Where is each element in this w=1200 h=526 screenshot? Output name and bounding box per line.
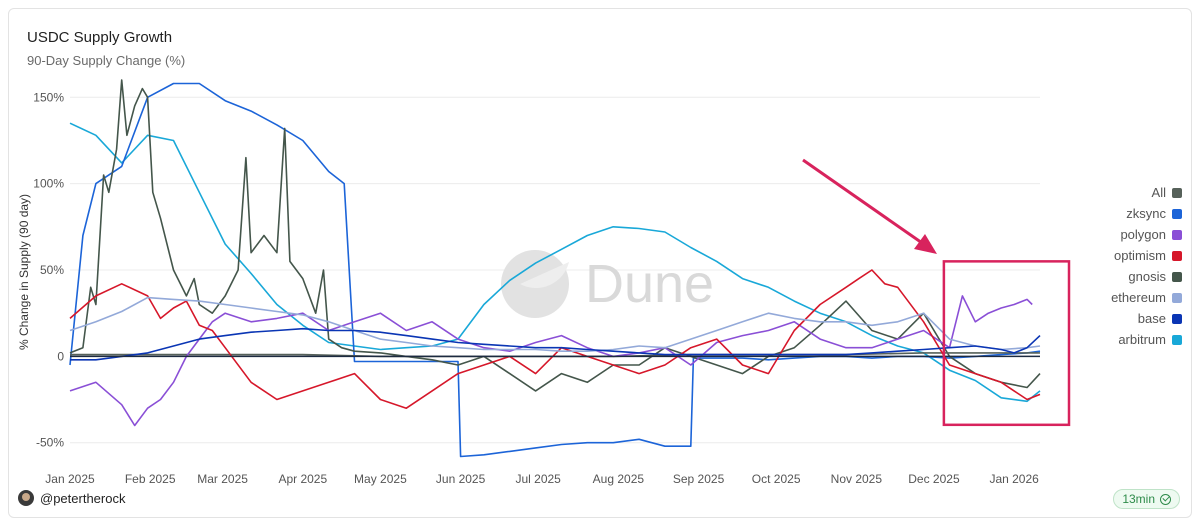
- legend-label: gnosis: [1128, 269, 1166, 284]
- legend-swatch: [1172, 229, 1182, 240]
- x-tick-label: Jan 2025: [45, 472, 95, 486]
- series-line-polygon: [69, 295, 1033, 427]
- legend-label: All: [1151, 185, 1166, 200]
- series-line-gnosis: [69, 79, 1041, 392]
- legend: All zksync polygon optimism gnosis ethereum ba…: [1111, 182, 1182, 350]
- axis-layer: 150% 100% 50% 0 -50% Jan 2025 Feb 2025 Mar 2025…: [33, 90, 1040, 486]
- legend-label: optimism: [1113, 248, 1166, 263]
- legend-swatch: [1172, 313, 1182, 324]
- legend-swatch: [1172, 292, 1182, 303]
- legend-item-gnosis[interactable]: gnosis: [1111, 266, 1182, 287]
- legend-swatch: [1172, 208, 1182, 219]
- series-line-ethereum: [69, 296, 1041, 353]
- legend-label: ethereum: [1111, 290, 1166, 305]
- x-tick-label: Aug 2025: [593, 472, 645, 486]
- series-layer: [69, 79, 1041, 458]
- avatar: [18, 490, 34, 506]
- legend-item-arbitrum[interactable]: arbitrum: [1111, 329, 1182, 350]
- refresh-time: 13min: [1122, 492, 1155, 506]
- x-tick-label: Dec 2025: [908, 472, 960, 486]
- x-tick-label: May 2025: [354, 472, 407, 486]
- watermark-text: Dune: [585, 254, 714, 314]
- chart-card: USDC Supply Growth 90-Day Supply Change …: [8, 8, 1192, 518]
- legend-swatch: [1172, 271, 1182, 282]
- legend-swatch: [1172, 187, 1182, 198]
- legend-item-base[interactable]: base: [1111, 308, 1182, 329]
- x-tick-label: Mar 2025: [197, 472, 248, 486]
- series-line-base: [70, 327, 1041, 361]
- legend-swatch: [1172, 250, 1182, 261]
- y-tick-label: 100%: [33, 177, 64, 191]
- author[interactable]: @petertherock: [18, 490, 125, 506]
- legend-item-polygon[interactable]: polygon: [1111, 224, 1182, 245]
- y-tick-label: 0: [57, 349, 64, 363]
- x-tick-label: Sep 2025: [673, 472, 725, 486]
- y-tick-label: 50%: [40, 263, 64, 277]
- legend-label: base: [1137, 311, 1166, 326]
- x-tick-label: Oct 2025: [752, 472, 801, 486]
- refresh-badge[interactable]: 13min: [1113, 489, 1180, 509]
- x-tick-label: Feb 2025: [125, 472, 176, 486]
- legend-item-ethereum[interactable]: ethereum: [1111, 287, 1182, 308]
- y-tick-label: 150%: [33, 90, 64, 104]
- x-tick-label: Apr 2025: [278, 472, 327, 486]
- legend-label: zksync: [1126, 206, 1166, 221]
- annotation-layer: [802, 158, 1071, 427]
- legend-item-optimism[interactable]: optimism: [1111, 245, 1182, 266]
- author-name: @petertherock: [40, 490, 126, 506]
- chart-title: USDC Supply Growth: [27, 29, 173, 46]
- x-tick-label: Jan 2026: [989, 472, 1039, 486]
- x-tick-label: Jul 2025: [515, 472, 561, 486]
- annotation-arrow-head-icon: [914, 234, 937, 254]
- y-axis-label: % Change in Supply (90 day): [17, 194, 31, 350]
- legend-label: arbitrum: [1118, 332, 1166, 347]
- legend-swatch: [1172, 334, 1182, 345]
- series-line-zksync: [69, 82, 1041, 458]
- x-tick-label: Jun 2025: [436, 472, 486, 486]
- check-circle-icon: [1160, 493, 1171, 505]
- chart-subtitle: 90-Day Supply Change (%): [27, 53, 186, 68]
- legend-label: polygon: [1120, 227, 1166, 242]
- legend-item-zksync[interactable]: zksync: [1111, 203, 1182, 224]
- legend-item-All[interactable]: All: [1111, 182, 1182, 203]
- annotation-arrow-shaft: [802, 158, 926, 247]
- highlight-box: [942, 260, 1071, 427]
- y-tick-label: -50%: [36, 436, 64, 450]
- watermark-logo-shade: [520, 262, 569, 288]
- x-tick-label: Nov 2025: [831, 472, 883, 486]
